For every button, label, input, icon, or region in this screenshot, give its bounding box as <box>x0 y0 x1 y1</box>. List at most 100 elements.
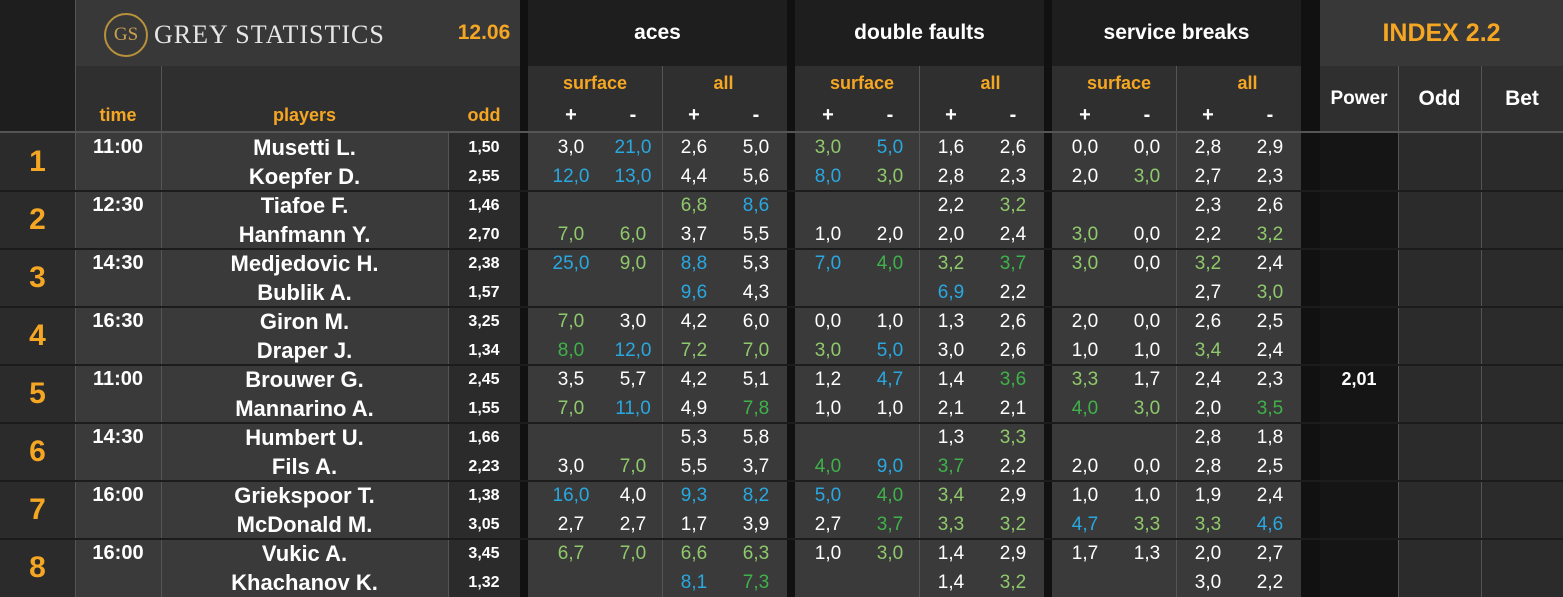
stat-value: 2,2 <box>999 281 1027 303</box>
stat-value: 1,0 <box>876 310 904 332</box>
stat-value: 2,8 <box>1194 136 1222 158</box>
stat-value: 9,0 <box>876 455 904 477</box>
stat-value: 12,0 <box>614 339 652 361</box>
stat-value: 3,3 <box>937 513 965 535</box>
stat-value: 3,3 <box>1194 513 1222 535</box>
player-odd: 2,45 <box>468 370 500 388</box>
stat-value: 0,0 <box>1133 455 1161 477</box>
player-name: Fils A. <box>271 453 338 479</box>
stat-value: 2,2 <box>999 455 1027 477</box>
player-odd: 3,25 <box>468 312 500 330</box>
stat-value: 5,7 <box>619 368 647 390</box>
stat-value: 3,2 <box>999 194 1027 216</box>
subheader-plus: + <box>945 103 957 126</box>
stat-value: 7,0 <box>557 397 585 419</box>
stat-value: 2,8 <box>1194 426 1222 448</box>
stat-value: 4,0 <box>876 484 904 506</box>
stat-value <box>1117 191 1177 220</box>
match-time: 14:30 <box>92 252 144 274</box>
power-value: 2,01 <box>1341 369 1377 389</box>
stat-value <box>603 191 663 220</box>
stat-value: 6,9 <box>937 281 965 303</box>
player-name: Draper J. <box>256 337 353 363</box>
subheader-plus: + <box>565 103 577 126</box>
stat-value: 16,0 <box>552 484 590 506</box>
stat-value: 11,0 <box>615 397 651 419</box>
power-value <box>1320 133 1398 162</box>
stat-value: 3,0 <box>876 542 904 564</box>
separator <box>1044 0 1052 597</box>
subheader-minus: - <box>1143 103 1151 126</box>
stat-value: 2,0 <box>1194 397 1222 419</box>
stat-value: 3,2 <box>937 252 965 274</box>
stat-value: 2,7 <box>1194 165 1222 187</box>
stat-value: 5,0 <box>742 136 770 158</box>
stat-value: 5,5 <box>680 455 708 477</box>
stat-value: 4,0 <box>814 455 842 477</box>
stat-value: 2,6 <box>999 339 1027 361</box>
stat-value <box>1055 191 1115 220</box>
index-label: INDEX 2.2 <box>1382 18 1501 47</box>
player-odd: 1,46 <box>468 196 500 214</box>
separator <box>787 0 795 597</box>
stat-value <box>1117 568 1177 597</box>
stat-value: 2,4 <box>999 223 1027 245</box>
stat-value <box>1055 278 1115 307</box>
stat-value: 5,3 <box>742 252 770 274</box>
subheader-plus: + <box>1202 103 1214 126</box>
col-power: Power <box>1330 88 1388 109</box>
stat-value: 4,7 <box>1071 513 1099 535</box>
stat-value: 3,3 <box>1071 368 1099 390</box>
match-number: 3 <box>29 261 46 294</box>
col-odd2: Odd <box>1418 87 1461 110</box>
player-odd: 2,55 <box>468 167 500 185</box>
stat-value: 1,4 <box>937 368 965 390</box>
match-time: 12:30 <box>92 194 144 216</box>
match-number: 5 <box>29 377 46 410</box>
stat-value: 1,0 <box>814 397 842 419</box>
stat-value: 8,6 <box>742 194 770 216</box>
stat-value: 5,6 <box>742 165 770 187</box>
player-odd: 1,34 <box>468 341 500 359</box>
stat-value: 2,7 <box>814 513 842 535</box>
stat-value: 2,7 <box>557 513 585 535</box>
corner-cell <box>0 0 75 132</box>
stat-value: 3,0 <box>1133 165 1161 187</box>
stat-value: 2,6 <box>999 136 1027 158</box>
stat-value <box>798 568 858 597</box>
match-time: 11:00 <box>92 136 144 158</box>
power-value <box>1320 481 1398 510</box>
group-aces: aces <box>634 21 681 44</box>
stat-value: 6,7 <box>557 542 585 564</box>
stat-value: 2,9 <box>999 484 1027 506</box>
stat-value: 6,8 <box>680 194 708 216</box>
stat-value: 7,8 <box>742 397 770 419</box>
stat-value <box>1055 568 1115 597</box>
stat-value: 7,2 <box>680 339 708 361</box>
stat-value: 25,0 <box>552 252 590 274</box>
player-odd: 3,05 <box>468 515 500 533</box>
stat-value: 2,0 <box>1071 455 1099 477</box>
stat-value: 2,1 <box>937 397 965 419</box>
stat-value: 2,3 <box>1256 165 1284 187</box>
stat-group-header-bg <box>520 0 1320 66</box>
stat-value: 1,0 <box>876 397 904 419</box>
stat-value: 2,2 <box>1194 223 1222 245</box>
subheader-minus: - <box>752 103 760 126</box>
match-time: 11:00 <box>92 368 144 390</box>
stat-value: 3,2 <box>999 513 1027 535</box>
stat-value: 4,0 <box>1071 397 1099 419</box>
stat-value: 1,0 <box>814 542 842 564</box>
stat-value: 6,3 <box>742 542 770 564</box>
stat-value <box>603 568 663 597</box>
subheader-surface: surface <box>1086 72 1152 93</box>
stat-value: 13,0 <box>614 165 652 187</box>
stat-value: 2,2 <box>937 194 965 216</box>
subheader-all: all <box>1237 72 1258 93</box>
group-double-faults: double faults <box>854 21 985 44</box>
stat-value <box>603 423 663 452</box>
stat-value: 7,0 <box>557 310 585 332</box>
stat-value: 2,7 <box>1194 281 1222 303</box>
stat-value: 2,5 <box>1256 455 1284 477</box>
player-name: Khachanov K. <box>231 569 378 595</box>
